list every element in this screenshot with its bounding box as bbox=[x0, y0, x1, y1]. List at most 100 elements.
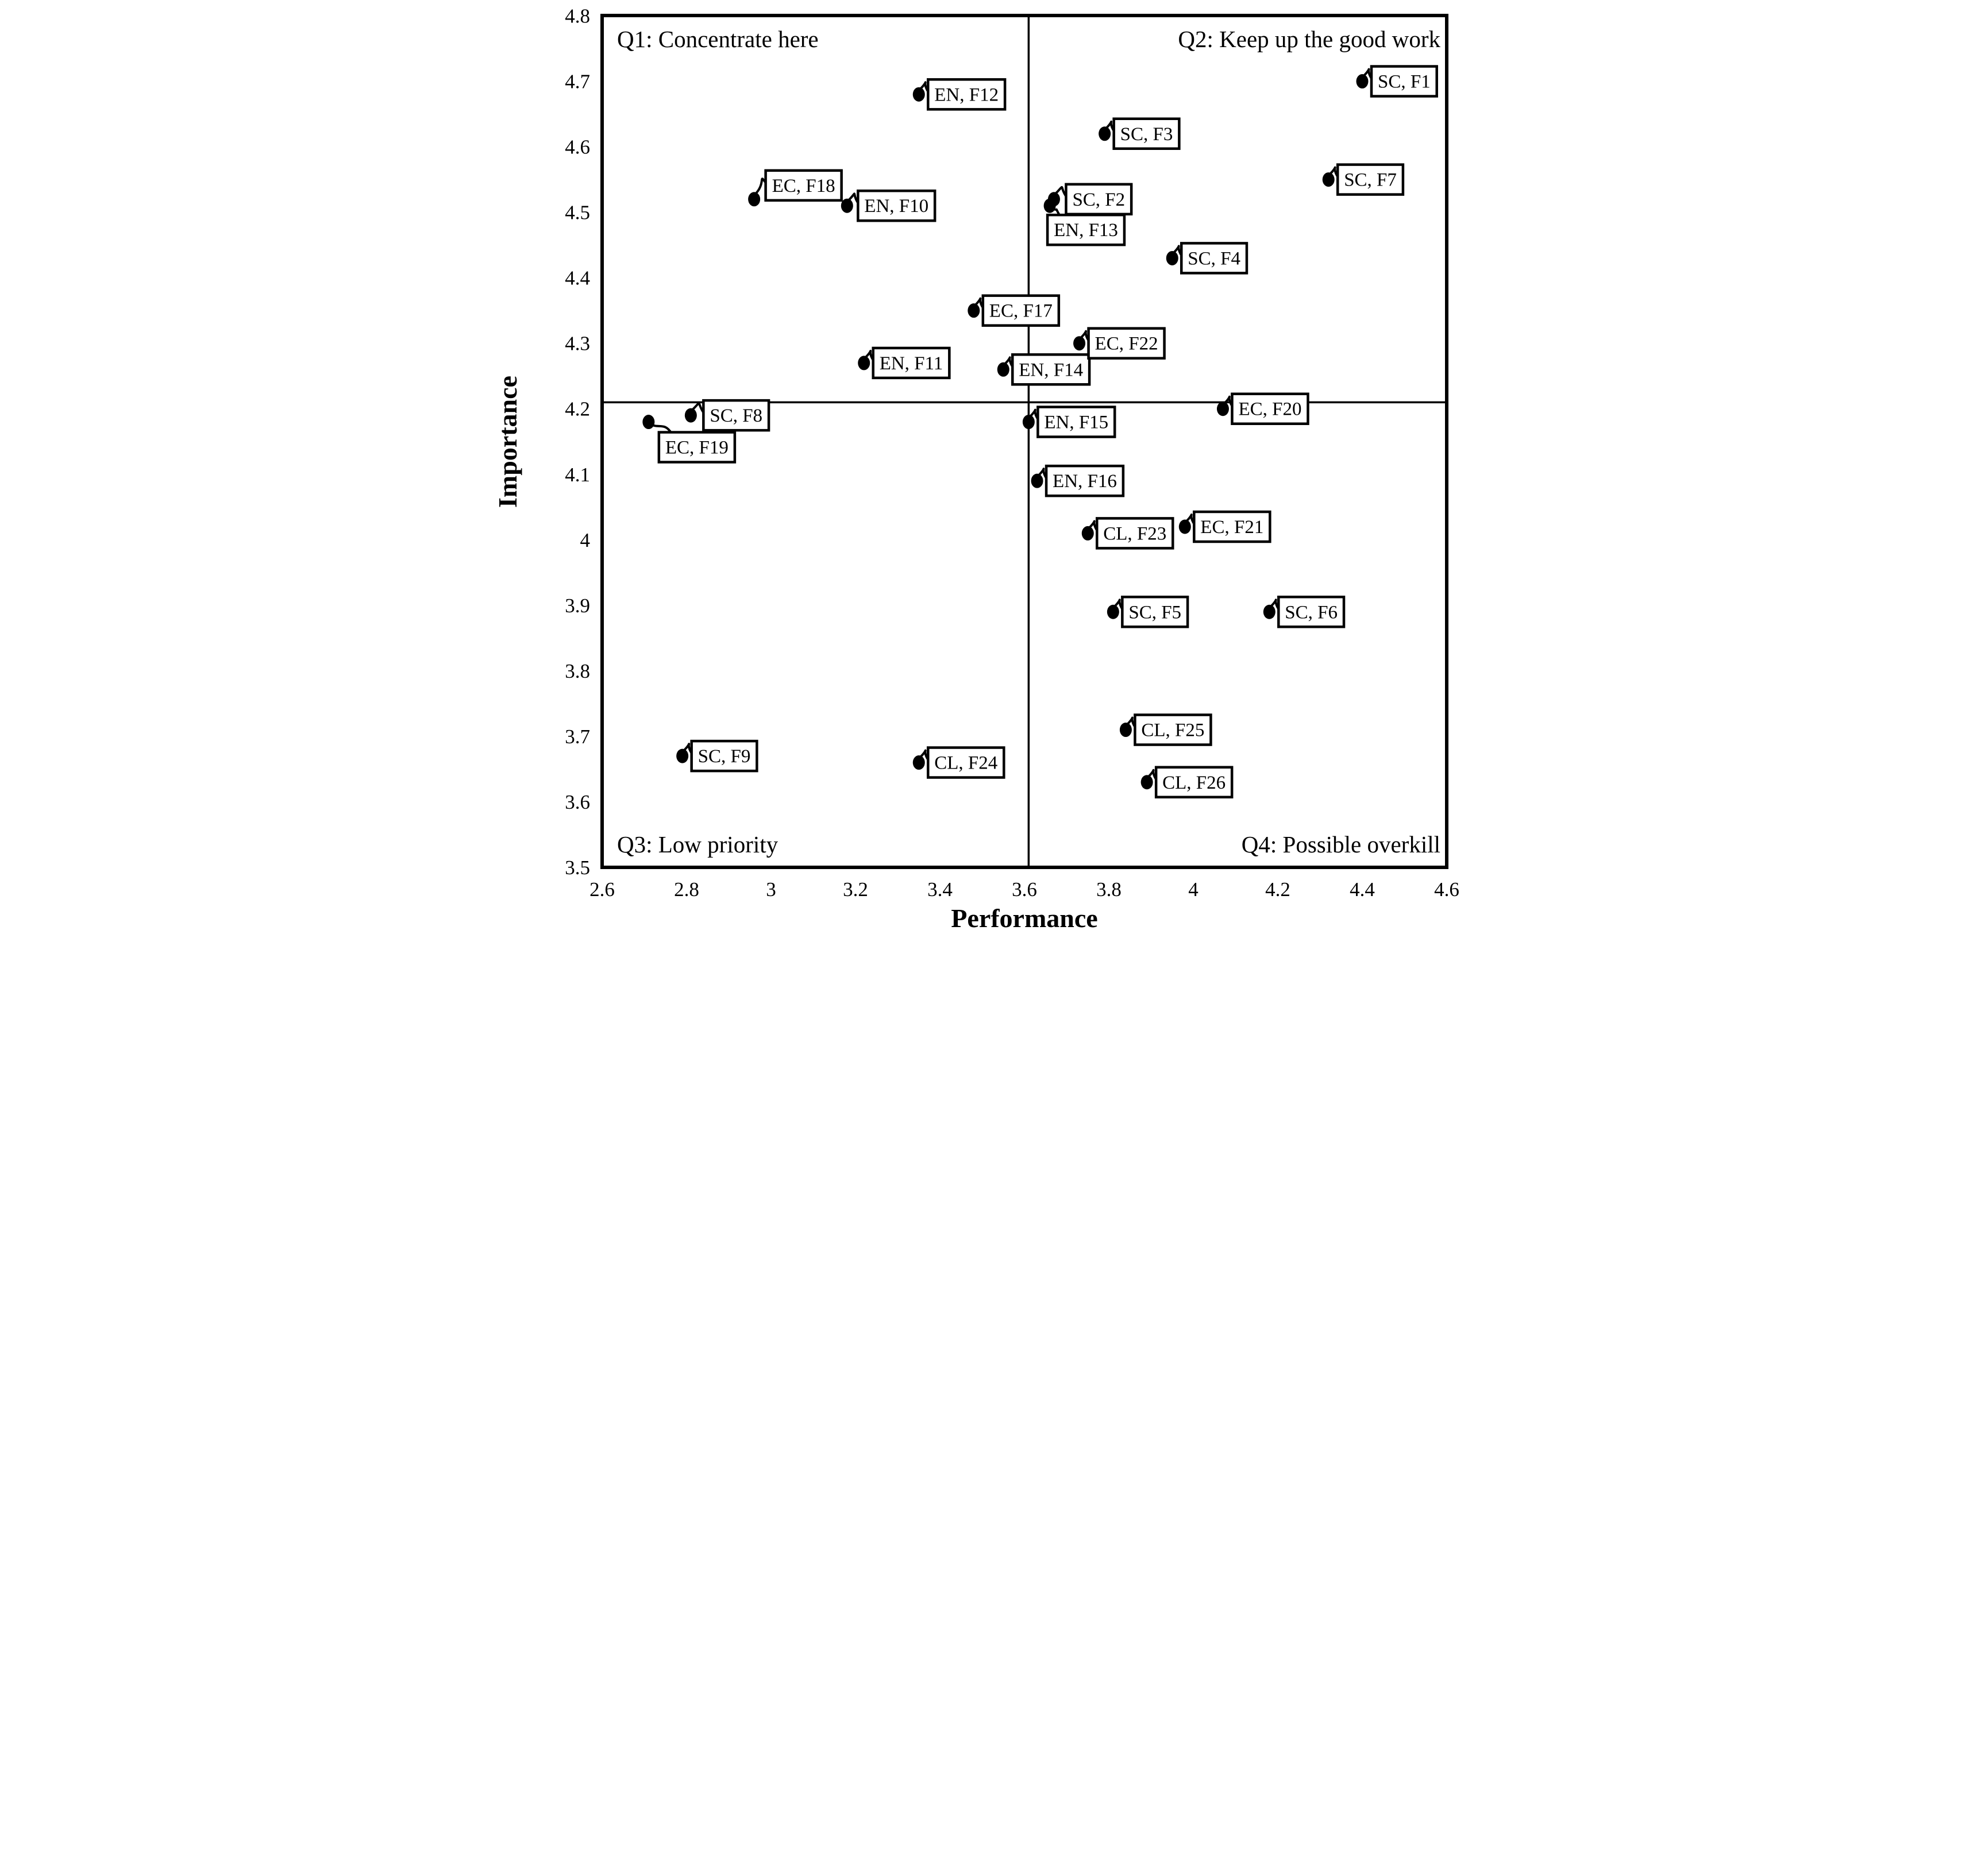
data-point-label-box bbox=[702, 399, 770, 432]
data-point-label-box bbox=[1336, 163, 1404, 196]
data-point-marker bbox=[747, 192, 760, 207]
x-tick-label: 4.6 bbox=[1434, 878, 1459, 901]
data-point-label-box bbox=[1133, 713, 1212, 746]
y-tick-label: 3.9 bbox=[565, 595, 590, 617]
data-point-group: EC, F17 bbox=[967, 294, 1060, 327]
data-point-label-box bbox=[689, 739, 758, 773]
data-point-label-box bbox=[1230, 392, 1309, 425]
data-point-marker bbox=[967, 303, 980, 318]
data-point-label-box bbox=[871, 346, 951, 380]
data-point-group: SC, F9 bbox=[676, 739, 758, 773]
data-point-label-box bbox=[1036, 406, 1116, 438]
data-point-group: SC, F5 bbox=[1107, 596, 1189, 628]
data-point-label-box bbox=[926, 746, 1005, 779]
data-point-label-box bbox=[1180, 242, 1248, 275]
data-point-label: SC, F9 bbox=[698, 746, 750, 767]
y-tick-label: 4.1 bbox=[565, 464, 590, 486]
data-point-group: CL, F26 bbox=[1140, 766, 1233, 798]
data-point-group: CL, F25 bbox=[1119, 713, 1212, 746]
data-point-marker bbox=[912, 87, 925, 102]
data-point-label: EN, F15 bbox=[1044, 412, 1108, 433]
data-point-marker bbox=[1098, 126, 1111, 141]
y-tick-label: 4.4 bbox=[565, 267, 590, 289]
data-point-marker bbox=[1107, 604, 1119, 619]
x-tick-label: 3.4 bbox=[927, 878, 953, 901]
data-point-group: EC, F22 bbox=[1073, 327, 1166, 360]
data-point-label-box bbox=[1064, 183, 1132, 216]
data-point-group: SC, F2 bbox=[1047, 183, 1132, 216]
data-point-label: EN, F14 bbox=[1019, 360, 1083, 380]
data-point-marker bbox=[1216, 402, 1229, 416]
quadrant-label-q2: Q2: Keep up the good work bbox=[1178, 26, 1440, 52]
data-point-label-box bbox=[856, 189, 936, 222]
data-point-marker bbox=[642, 415, 654, 430]
x-tick-label: 4.4 bbox=[1350, 878, 1375, 901]
y-tick-label: 4.6 bbox=[565, 136, 590, 159]
plot-border bbox=[600, 14, 1448, 869]
y-tick-label: 4.5 bbox=[565, 202, 590, 224]
data-point-marker bbox=[1031, 473, 1043, 488]
data-point-group: SC, F1 bbox=[1356, 65, 1438, 98]
data-point-marker bbox=[1140, 775, 1153, 790]
tick-label-layer: 2.6 2.8 3 3.2 3.4 3.6 3.8 4 4.2 4.4 4.6 4.8 4.7 4.6 4.… bbox=[565, 5, 1459, 901]
data-point-marker bbox=[1166, 250, 1178, 265]
y-tick-label: 4.8 bbox=[565, 5, 590, 28]
x-tick-label: 3.6 bbox=[1012, 878, 1037, 901]
data-point-label: EC, F17 bbox=[989, 301, 1052, 322]
data-point-label: CL, F25 bbox=[1141, 720, 1204, 741]
data-point-label: SC, F3 bbox=[1120, 124, 1173, 145]
data-point-marker bbox=[1322, 172, 1335, 187]
data-point-label: SC, F1 bbox=[1378, 72, 1431, 92]
x-tick-label: 4.2 bbox=[1265, 878, 1290, 901]
data-point-marker bbox=[1356, 74, 1368, 89]
x-tick-label: 2.8 bbox=[674, 878, 699, 901]
x-tick-label: 3 bbox=[766, 878, 776, 901]
data-point-marker bbox=[1043, 198, 1056, 213]
y-tick-label: 4.7 bbox=[565, 71, 590, 93]
data-point-group: EC, F20 bbox=[1216, 392, 1309, 425]
data-point-group: CL, F23 bbox=[1081, 517, 1174, 550]
data-point-group: EN, F15 bbox=[1022, 406, 1116, 438]
data-point-label-box bbox=[1154, 766, 1233, 798]
data-point-group: EN, F16 bbox=[1031, 464, 1124, 497]
data-point-marker bbox=[684, 408, 697, 423]
x-tick-label: 4 bbox=[1188, 878, 1199, 901]
data-point-group: SC, F7 bbox=[1322, 163, 1404, 196]
data-point-marker bbox=[1178, 519, 1191, 534]
x-axis-title: Performance bbox=[951, 904, 1097, 933]
data-point-label: EN, F13 bbox=[1054, 220, 1118, 241]
data-point-label: SC, F4 bbox=[1188, 248, 1240, 269]
data-point-marker bbox=[997, 362, 1009, 377]
data-point-label: SC, F5 bbox=[1128, 602, 1181, 623]
data-point-label: EC, F19 bbox=[665, 438, 728, 458]
data-point-label-box bbox=[1370, 65, 1438, 98]
data-point-layer: SC, F1 SC, F2 SC, F3 SC, F4 SC, F5 SC, F6 SC, … bbox=[642, 65, 1438, 798]
data-point-label: EC, F21 bbox=[1200, 517, 1263, 538]
y-tick-label: 3.8 bbox=[565, 660, 590, 682]
data-point-label-box bbox=[1045, 464, 1124, 497]
data-point-group: EN, F10 bbox=[841, 189, 936, 222]
ipa-scatter-chart: 2.6 2.8 3 3.2 3.4 3.6 3.8 4 4.2 4.4 4.6 4.8 4.7 4.6 4.… bbox=[494, 5, 1459, 933]
y-axis-title: Importance bbox=[494, 376, 522, 508]
data-point-group: EN, F14 bbox=[997, 353, 1090, 386]
data-point-label-box bbox=[1277, 596, 1345, 628]
data-point-marker bbox=[912, 755, 925, 770]
data-point-group: EN, F13 bbox=[1043, 198, 1126, 246]
chart-page: 2.6 2.8 3 3.2 3.4 3.6 3.8 4 4.2 4.4 4.6 4.8 4.7 4.6 4.… bbox=[493, 0, 1480, 938]
data-point-label: EC, F22 bbox=[1095, 334, 1158, 354]
data-point-group: SC, F3 bbox=[1098, 117, 1181, 150]
data-point-group: EC, F18 bbox=[747, 169, 843, 207]
quadrant-label-layer: Q1: Concentrate here Q2: Keep up the good… bbox=[617, 26, 1440, 858]
quadrant-label-q4: Q4: Possible overkill bbox=[1241, 831, 1440, 858]
data-point-label-box bbox=[657, 431, 736, 464]
data-point-marker bbox=[676, 748, 688, 763]
y-tick-label: 4.3 bbox=[565, 333, 590, 355]
data-point-group: EC, F21 bbox=[1178, 510, 1271, 543]
data-point-label: EC, F18 bbox=[772, 176, 835, 196]
y-tick-label: 3.6 bbox=[565, 791, 590, 813]
data-point-label-box bbox=[1086, 327, 1166, 360]
data-point-label-box bbox=[981, 294, 1060, 327]
data-point-label-box bbox=[1046, 213, 1126, 246]
data-point-label: SC, F2 bbox=[1072, 190, 1125, 210]
data-point-group: SC, F6 bbox=[1263, 596, 1345, 628]
